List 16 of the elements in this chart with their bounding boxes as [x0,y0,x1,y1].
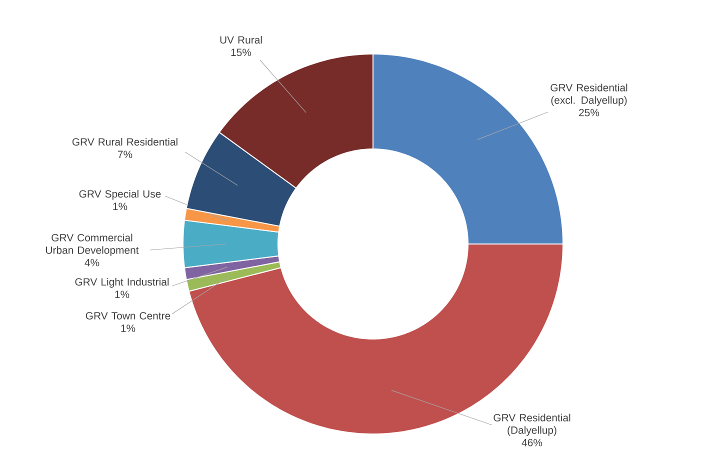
slice-label: GRV Residential (excl. Dalyellup) [550,84,628,106]
slice-label: UV Rural [220,36,262,44]
data-label: 15% [231,48,252,56]
data-label: 7% [118,150,132,158]
data-label: 25% [579,108,600,116]
slice-label: GRV Commercial Urban Development [46,234,139,256]
slice-label: GRV Special Use [79,190,161,200]
data-label: 1% [115,290,130,298]
slice-label: GRV Rural Residential [72,138,178,146]
data-label: 46% [522,438,542,446]
slice-label: GRV Light Industrial [75,278,169,288]
slice-label: GRV Residential (Dalyellup) [494,414,570,436]
data-label: 1% [121,324,136,332]
slice-label: GRV Town Centre [86,312,170,320]
data-label: 1% [113,202,128,210]
data-label: 4% [84,258,100,266]
